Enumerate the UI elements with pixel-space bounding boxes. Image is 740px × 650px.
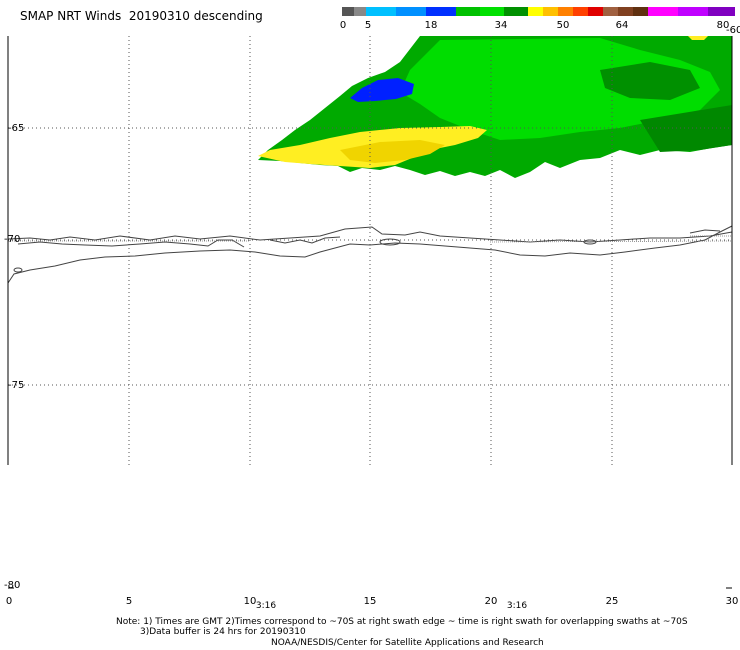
color-bar-segment xyxy=(366,7,396,16)
lat-label-60: -60 xyxy=(726,25,740,36)
color-bar-segment xyxy=(354,7,366,16)
color-bar-segment xyxy=(543,7,558,16)
color-bar-segment xyxy=(708,7,735,16)
color-bar-segment xyxy=(528,7,543,16)
lon-label-25: 25 xyxy=(605,596,619,607)
color-bar-segment xyxy=(396,7,426,16)
color-bar-segment xyxy=(504,7,528,16)
color-bar-segment xyxy=(456,7,480,16)
color-bar-segment xyxy=(678,7,708,16)
map-title: SMAP NRT Winds 20190310 descending xyxy=(20,9,263,23)
color-bar-segment xyxy=(480,7,504,16)
color-bar-label: 64 xyxy=(615,20,629,31)
color-bar-segment xyxy=(603,7,618,16)
wind-swath-green-dark-right xyxy=(640,105,732,152)
color-bar-segment xyxy=(648,7,678,16)
lon-label-20: 20 xyxy=(484,596,498,607)
lon-label-15: 15 xyxy=(363,596,377,607)
color-bar-segment xyxy=(588,7,603,16)
color-bar-segment xyxy=(633,7,648,16)
wind-swath-yellow-shade xyxy=(340,140,445,163)
color-bar-label: 50 xyxy=(556,20,570,31)
wind-swath-blue xyxy=(350,78,414,102)
lat-label-80: -80 xyxy=(4,580,21,591)
lat-label-75: -75 xyxy=(8,380,25,391)
swath-time-label: 3:16 xyxy=(255,601,277,611)
coastline xyxy=(7,225,733,284)
wind-swath-yellow-top xyxy=(688,36,708,40)
color-bar-label: 80 xyxy=(716,20,730,31)
lon-label-0: 0 xyxy=(5,596,13,607)
lat-label-65: -65 xyxy=(8,123,25,134)
ice-shelf-hatch xyxy=(8,235,733,243)
color-bar xyxy=(342,7,735,16)
color-bar-segment xyxy=(426,7,456,16)
wind-swath xyxy=(258,36,732,178)
color-bar-segment xyxy=(342,7,354,16)
axis-frame xyxy=(7,36,733,589)
color-bar-segment xyxy=(618,7,633,16)
color-bar-label: 18 xyxy=(424,20,438,31)
color-bar-label: 34 xyxy=(494,20,508,31)
color-bar-label: 0 xyxy=(339,20,347,31)
note-line-2: 3)Data buffer is 24 hrs for 20190310 xyxy=(140,627,306,637)
swath-time-label: 3:16 xyxy=(506,601,528,611)
color-bar-segment xyxy=(573,7,588,16)
lon-label-10: 10 xyxy=(243,596,257,607)
wind-swath-green-light xyxy=(400,38,720,140)
color-bar-label: 5 xyxy=(364,20,372,31)
wind-swath-green-dark-top xyxy=(600,62,700,100)
lon-label-30: 30 xyxy=(725,596,739,607)
note-line-1: Note: 1) Times are GMT 2)Times correspon… xyxy=(116,617,688,627)
color-bar-segment xyxy=(558,7,573,16)
lat-label-70: -70 xyxy=(4,234,21,245)
grid xyxy=(8,36,732,465)
credit-line: NOAA/NESDIS/Center for Satellite Applica… xyxy=(271,638,544,648)
lon-label-5: 5 xyxy=(125,596,133,607)
